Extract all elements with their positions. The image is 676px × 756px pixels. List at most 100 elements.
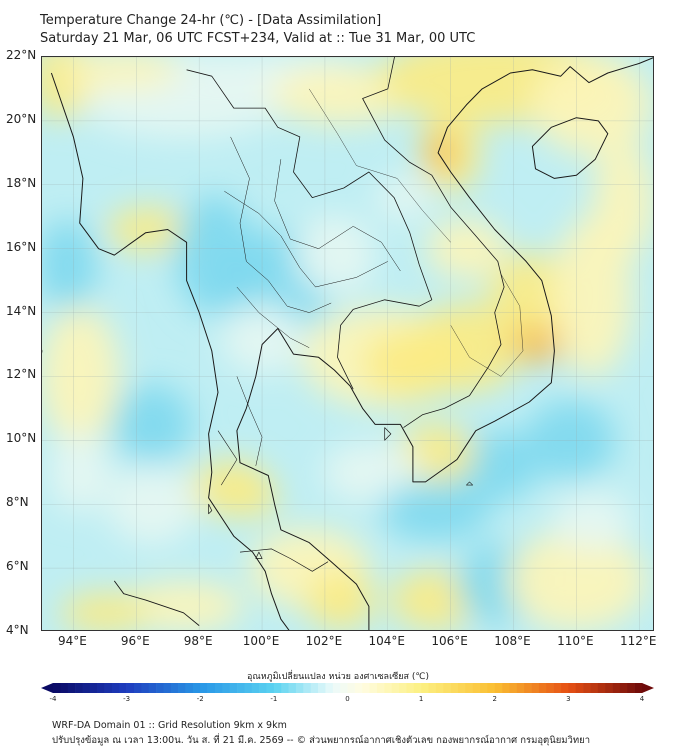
- colorbar-cell: [53, 683, 61, 693]
- colorbar-min-arrow: [41, 683, 53, 693]
- longitude-label: 104°E: [368, 634, 406, 648]
- colorbar-tick-label: 1: [418, 695, 424, 703]
- colorbar-cell: [82, 683, 91, 693]
- colorbar-cell: [111, 683, 120, 693]
- colorbar-cell: [450, 683, 459, 693]
- title-line-2: Saturday 21 Mar, 06 UTC FCST+234, Valid …: [40, 31, 476, 46]
- colorbar-cell: [126, 683, 135, 693]
- colorbar-cell: [502, 683, 510, 693]
- colorbar-cell: [273, 683, 282, 693]
- colorbar-cell: [516, 683, 525, 693]
- colorbar-cell: [553, 683, 562, 693]
- colorbar-cell: [104, 683, 113, 693]
- colorbar: [41, 683, 654, 693]
- coastlines-and-borders: [42, 57, 653, 630]
- colorbar-cell: [597, 683, 606, 693]
- colorbar-cell: [538, 683, 547, 693]
- longitude-label: 110°E: [557, 634, 594, 648]
- colorbar-tick-label: 3: [566, 695, 571, 703]
- colorbar-cell: [421, 683, 429, 693]
- colorbar-cell: [97, 683, 105, 693]
- latitude-label: 20°N: [6, 111, 37, 126]
- colorbar-cell: [266, 683, 275, 693]
- colorbar-cell: [163, 683, 172, 693]
- colorbar-cell: [75, 683, 83, 693]
- colorbar-cell: [472, 683, 481, 693]
- colorbar-cell: [148, 683, 157, 693]
- colorbar-cell: [318, 683, 326, 693]
- longitude-label: 106°E: [431, 634, 468, 648]
- colorbar-cell: [561, 683, 569, 693]
- colorbar-cell: [619, 683, 628, 693]
- longitude-label: 96°E: [120, 634, 150, 648]
- colorbar-cell: [237, 683, 245, 693]
- latitude-label: 14°N: [6, 303, 37, 318]
- colorbar-title: อุณหภูมิเปลี่ยนแปลง หน่วย องศาเซลเซียส (…: [246, 672, 430, 682]
- colorbar-cell: [575, 683, 584, 693]
- colorbar-cell: [362, 683, 370, 693]
- longitude-label: 108°E: [494, 634, 531, 648]
- colorbar-cell: [605, 683, 613, 693]
- colorbar-cell: [546, 683, 554, 693]
- colorbar-cell: [156, 683, 164, 693]
- colorbar-cell: [200, 683, 208, 693]
- colorbar-cell: [568, 683, 577, 693]
- colorbar-tick-label: -4: [49, 695, 57, 703]
- colorbar-max-arrow: [642, 683, 654, 693]
- colorbar-cell: [465, 683, 473, 693]
- colorbar-tick-label: 2: [492, 695, 497, 703]
- longitude-label: 98°E: [183, 634, 213, 648]
- colorbar-cell: [480, 683, 488, 693]
- colorbar-cell: [376, 683, 385, 693]
- colorbar-cell: [207, 683, 216, 693]
- colorbar-cell: [391, 683, 400, 693]
- latitude-label: 8°N: [6, 495, 29, 510]
- colorbar-cell: [60, 683, 69, 693]
- colorbar-cell: [509, 683, 518, 693]
- colorbar-cell: [487, 683, 496, 693]
- colorbar-tick-label: -3: [123, 695, 131, 703]
- colorbar-cell: [531, 683, 540, 693]
- title-block: Temperature Change 24-hr (℃) - [Data Ass…: [40, 12, 475, 48]
- colorbar-cell: [141, 683, 150, 693]
- title-line-1: Temperature Change 24-hr (℃) - [Data Ass…: [40, 13, 382, 28]
- colorbar-tick-label: 4: [639, 695, 645, 703]
- colorbar-cell: [590, 683, 599, 693]
- latitude-label: 10°N: [6, 431, 37, 446]
- longitude-label: 102°E: [305, 634, 343, 648]
- colorbar-cell: [384, 683, 392, 693]
- latitude-label: 22°N: [6, 48, 37, 62]
- latitude-label: 6°N: [6, 559, 29, 574]
- colorbar-tick-label: -1: [270, 695, 278, 703]
- colorbar-cell: [192, 683, 201, 693]
- colorbar-cell: [281, 683, 289, 693]
- colorbar-cell: [457, 683, 466, 693]
- footer-line-2: ปรับปรุงข้อมูล ณ เวลา 13:00น. วัน ส. ที่…: [52, 735, 591, 746]
- colorbar-cell: [332, 683, 341, 693]
- footer-line-1: WRF-DA Domain 01 :: Grid Resolution 9km …: [52, 720, 287, 731]
- colorbar-cell: [406, 683, 415, 693]
- temperature-change-map: [42, 57, 653, 630]
- colorbar-cell: [178, 683, 186, 693]
- colorbar-cell: [347, 683, 356, 693]
- map-panel[interactable]: [41, 56, 654, 631]
- colorbar-cell: [133, 683, 142, 693]
- colorbar-cell: [310, 683, 319, 693]
- colorbar-cell: [413, 683, 422, 693]
- colorbar-cell: [214, 683, 223, 693]
- colorbar-cell: [288, 683, 297, 693]
- longitude-label: 94°E: [57, 634, 87, 648]
- colorbar-cell: [185, 683, 194, 693]
- colorbar-tick-label: -2: [196, 695, 204, 703]
- colorbar-cell: [583, 683, 591, 693]
- longitude-label: 100°E: [242, 634, 280, 648]
- colorbar-cell: [369, 683, 378, 693]
- colorbar-cell: [259, 683, 267, 693]
- colorbar-cell: [89, 683, 98, 693]
- latitude-label: 4°N: [6, 623, 29, 637]
- colorbar-cell: [428, 683, 437, 693]
- colorbar-cell: [325, 683, 334, 693]
- graticule: [42, 57, 653, 630]
- colorbar-cell: [303, 683, 311, 693]
- colorbar-cell: [244, 683, 253, 693]
